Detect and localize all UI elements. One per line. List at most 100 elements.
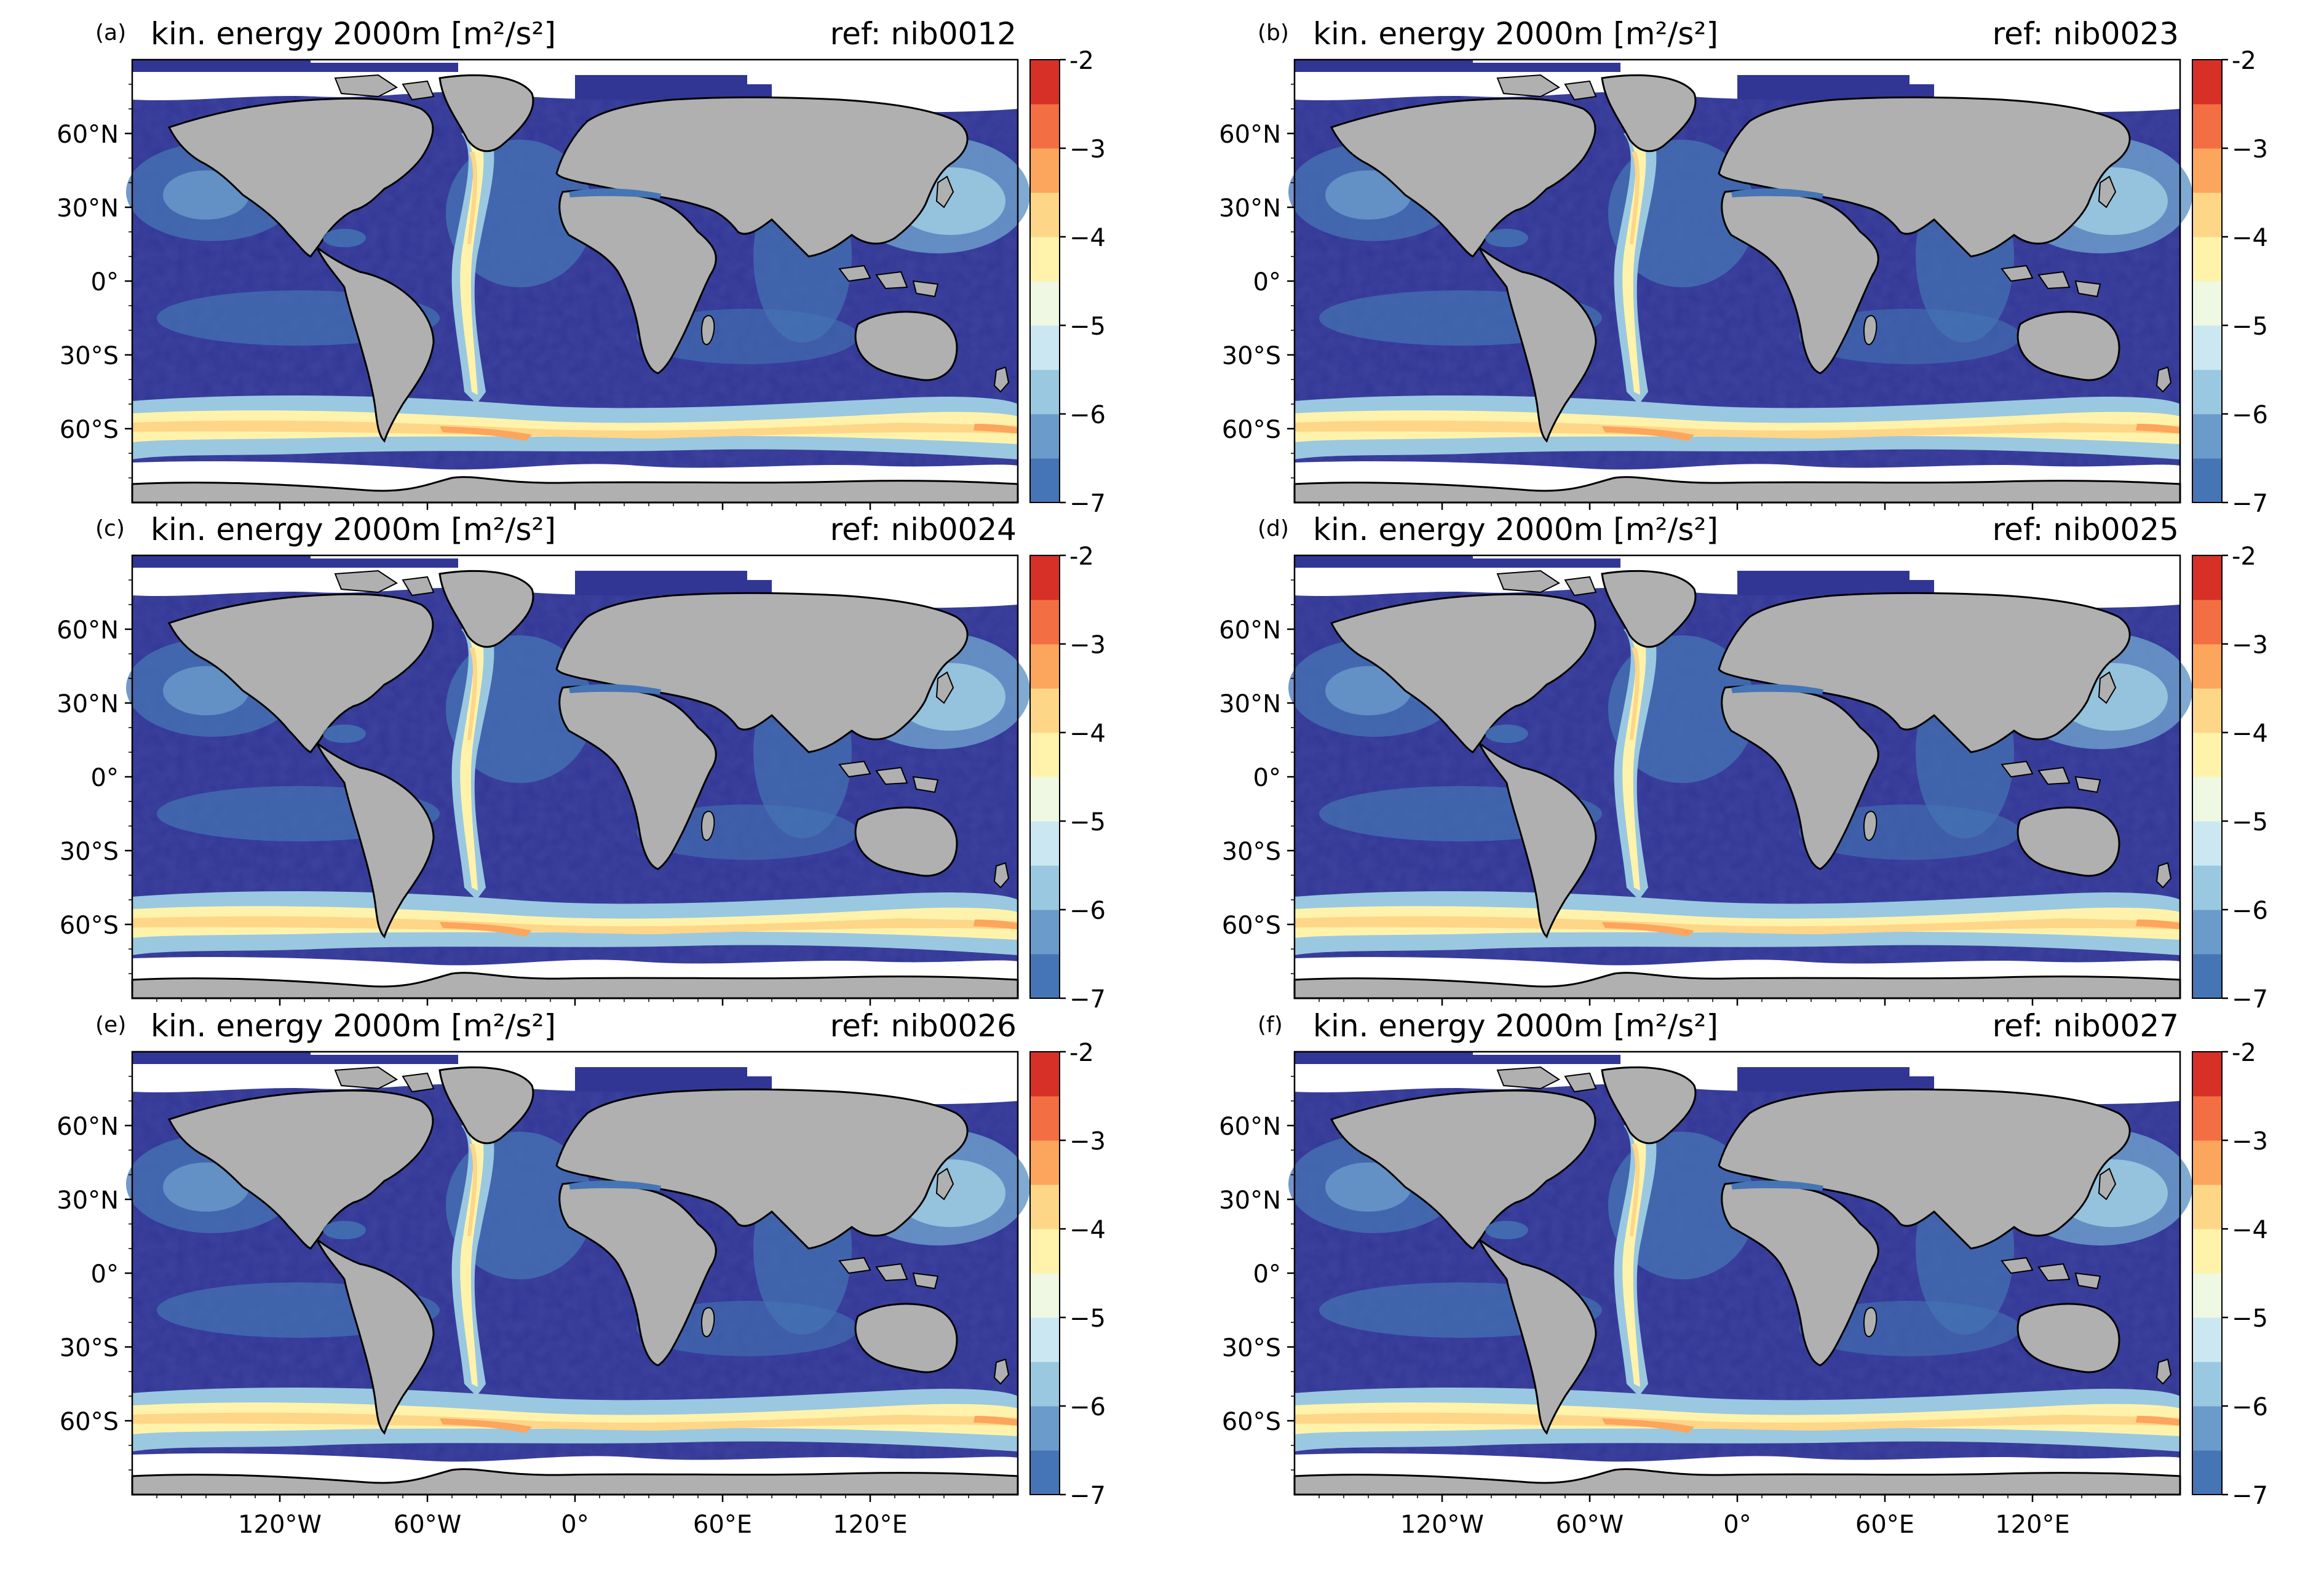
y-tick-label: 30°N bbox=[57, 690, 119, 718]
colorbar-segment bbox=[2192, 1229, 2222, 1274]
colorbar-segment bbox=[2192, 1185, 2222, 1229]
panel-f: (f) kin. energy 2000m [m²/s²] ref: nib0027… bbox=[1219, 1008, 2268, 1539]
colorbar-tick-label: −4 bbox=[1069, 720, 1106, 748]
colorbar-segment bbox=[2192, 1096, 2222, 1141]
colorbar-tick-label: −3 bbox=[1069, 1127, 1106, 1156]
panel-ref: ref: nib0026 bbox=[830, 1008, 1017, 1044]
colorbar-tick-label: -2 bbox=[2232, 542, 2256, 571]
colorbar-segment bbox=[2192, 1317, 2222, 1362]
colorbar-segment bbox=[2192, 688, 2222, 733]
panels: (a) kin. energy 2000m [m²/s²] ref: nib0012… bbox=[57, 16, 2268, 1539]
colorbar-segment bbox=[1030, 1362, 1060, 1407]
x-tick-label: 60°E bbox=[693, 1511, 752, 1539]
panel-label: (b) bbox=[1258, 20, 1289, 46]
panel-ref: ref: nib0024 bbox=[830, 512, 1017, 547]
colorbar-segment bbox=[1030, 688, 1060, 733]
colorbar-segment bbox=[1030, 733, 1060, 777]
x-tick-label: 120°W bbox=[238, 1511, 322, 1539]
panel-title: kin. energy 2000m [m²/s²] bbox=[1313, 512, 1718, 547]
colorbar-segment bbox=[1030, 555, 1060, 600]
colorbar-segment bbox=[1030, 104, 1060, 149]
colorbar: -2 −3 −4 −5 −6 −7 bbox=[2192, 47, 2268, 518]
panel-b: (b) kin. energy 2000m [m²/s²] ref: nib0023… bbox=[1219, 16, 2268, 518]
colorbar-segment bbox=[1030, 821, 1060, 866]
colorbar-tick-label: −7 bbox=[2232, 490, 2268, 518]
panel-d: (d) kin. energy 2000m [m²/s²] ref: nib0025… bbox=[1219, 512, 2268, 1014]
colorbar-tick-label: −6 bbox=[2232, 1393, 2268, 1421]
colorbar-segment bbox=[2192, 600, 2222, 645]
panel-title: kin. energy 2000m [m²/s²] bbox=[151, 16, 556, 52]
colorbar-tick-label: −7 bbox=[1069, 1482, 1106, 1510]
colorbar-segment bbox=[1030, 1450, 1060, 1495]
colorbar-segment bbox=[2192, 777, 2222, 822]
colorbar-segment bbox=[1030, 281, 1060, 326]
y-tick-label: 30°N bbox=[57, 1186, 119, 1215]
x-tick-label: 120°W bbox=[1400, 1511, 1484, 1539]
colorbar-segment bbox=[2192, 1052, 2222, 1097]
colorbar: -2 −3 −4 −5 −6 −7 bbox=[1029, 1039, 1106, 1510]
colorbar-segment bbox=[2192, 954, 2222, 999]
x-tick-label: 120°E bbox=[1995, 1511, 2070, 1539]
map-field bbox=[1288, 60, 2192, 502]
y-tick-label: 60°N bbox=[1219, 121, 1281, 149]
colorbar-segment bbox=[1030, 644, 1060, 689]
colorbar-segment bbox=[2192, 1362, 2222, 1407]
colorbar-tick-label: −6 bbox=[2232, 897, 2268, 925]
colorbar-tick-label: −4 bbox=[2232, 224, 2268, 252]
x-tick-label: 60°E bbox=[1855, 1511, 1914, 1539]
y-tick-label: 30°S bbox=[1222, 342, 1281, 370]
panel-label: (c) bbox=[95, 516, 125, 541]
panel-title: kin. energy 2000m [m²/s²] bbox=[1313, 1008, 1718, 1044]
colorbar-segment bbox=[2192, 1450, 2222, 1495]
map-field bbox=[1288, 555, 2192, 998]
panel-ref: ref: nib0023 bbox=[1993, 16, 2179, 52]
colorbar-segment bbox=[1030, 148, 1060, 193]
panel-e: (e) kin. energy 2000m [m²/s²] ref: nib0026… bbox=[57, 1008, 1106, 1539]
map-field bbox=[126, 555, 1030, 998]
colorbar-tick-label: −5 bbox=[1069, 1305, 1106, 1333]
panel-label: (d) bbox=[1258, 516, 1289, 541]
x-tick-label: 60°W bbox=[1556, 1511, 1624, 1539]
colorbar: -2 −3 −4 −5 −6 −7 bbox=[2192, 1039, 2268, 1510]
colorbar-segment bbox=[2192, 414, 2222, 459]
y-tick-label: 30°S bbox=[60, 342, 119, 370]
colorbar-tick-label: -2 bbox=[2232, 47, 2256, 75]
panel-ref: ref: nib0025 bbox=[1993, 512, 2179, 547]
colorbar-segment bbox=[1030, 910, 1060, 955]
colorbar-segment bbox=[1030, 1273, 1060, 1318]
colorbar-tick-label: −5 bbox=[1069, 808, 1106, 836]
colorbar-segment bbox=[2192, 821, 2222, 866]
map-field bbox=[1288, 1052, 2192, 1495]
colorbar-tick-label: −4 bbox=[2232, 720, 2268, 748]
colorbar-tick-label: −5 bbox=[2232, 1305, 2268, 1333]
colorbar-tick-label: −5 bbox=[2232, 312, 2268, 341]
colorbar-frame bbox=[2192, 555, 2223, 999]
x-tick-label: 120°E bbox=[833, 1511, 908, 1539]
colorbar-segment bbox=[2192, 555, 2222, 600]
colorbar-tick-label: −6 bbox=[1069, 1393, 1106, 1421]
colorbar-tick-label: -2 bbox=[1069, 47, 1094, 75]
colorbar-segment bbox=[2192, 104, 2222, 149]
colorbar: -2 −3 −4 −5 −6 −7 bbox=[1029, 542, 1106, 1014]
colorbar: -2 −3 −4 −5 −6 −7 bbox=[2192, 542, 2268, 1014]
panel-label: (f) bbox=[1258, 1012, 1283, 1038]
colorbar-tick-label: −4 bbox=[1069, 1216, 1106, 1244]
y-tick-label: 60°S bbox=[1222, 912, 1281, 940]
colorbar-tick-label: -2 bbox=[1069, 1039, 1094, 1067]
colorbar-segment bbox=[1030, 193, 1060, 237]
panel-title: kin. energy 2000m [m²/s²] bbox=[1313, 16, 1718, 52]
colorbar-segment bbox=[1030, 865, 1060, 910]
panel-a: (a) kin. energy 2000m [m²/s²] ref: nib0012… bbox=[57, 16, 1106, 518]
colorbar-segment bbox=[1030, 600, 1060, 645]
y-tick-label: 30°N bbox=[1219, 690, 1281, 718]
y-tick-label: 30°S bbox=[60, 1334, 119, 1362]
y-tick-label: 60°N bbox=[57, 1113, 119, 1141]
y-tick-label: 0° bbox=[1253, 764, 1281, 792]
colorbar: -2 −3 −4 −5 −6 −7 bbox=[1029, 47, 1106, 518]
colorbar-tick-label: −6 bbox=[1069, 897, 1106, 925]
panel-c: (c) kin. energy 2000m [m²/s²] ref: nib0024… bbox=[57, 512, 1106, 1014]
y-tick-label: 30°S bbox=[1222, 838, 1281, 866]
colorbar-segment bbox=[1030, 954, 1060, 999]
colorbar-segment bbox=[1030, 1317, 1060, 1362]
colorbar-tick-label: −4 bbox=[2232, 1216, 2268, 1244]
